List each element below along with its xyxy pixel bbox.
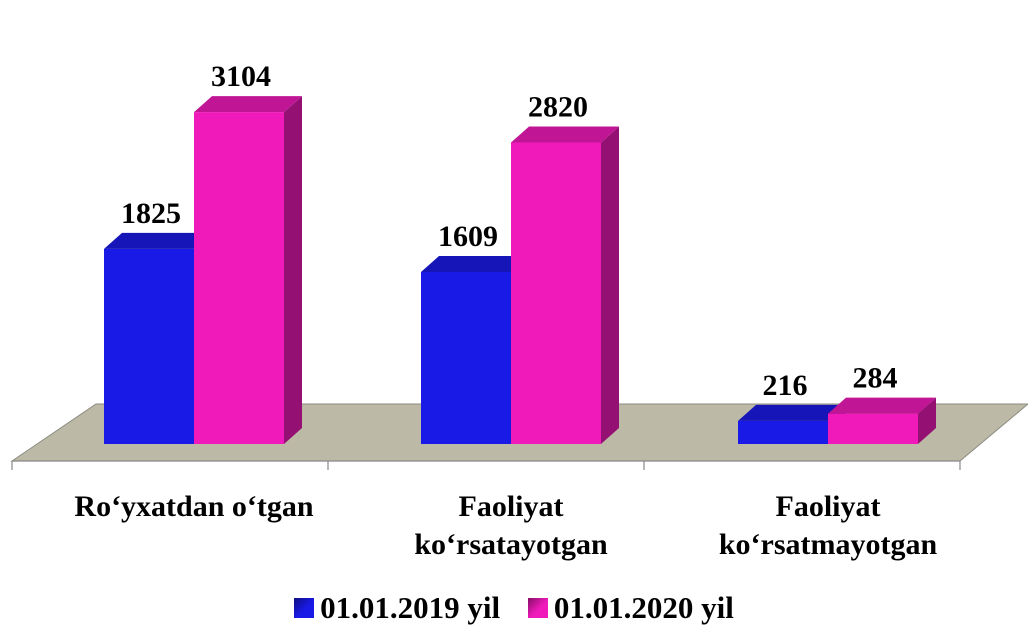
category-labels: Ro‘yxatdan o‘tgan Faoliyat ko‘rsatayotgan F… (74, 490, 937, 561)
category-label: ko‘rsatmayotgan (719, 528, 938, 561)
legend-item-2019: 01.01.2019 yil (294, 590, 500, 626)
data-label: 3104 (211, 60, 271, 93)
data-labels: 1825 3104 1609 2820 216 284 (121, 60, 898, 402)
bar-front (421, 271, 511, 444)
bar-side (918, 397, 936, 444)
bar (194, 96, 302, 444)
bar-side (601, 126, 619, 445)
category-label: ko‘rsatayotgan (414, 528, 608, 561)
legend-label-2019: 01.01.2019 yil (320, 590, 501, 625)
data-label: 1825 (121, 197, 181, 230)
category-label: Faoliyat (776, 490, 881, 523)
x-axis (11, 460, 961, 470)
category-label: Ro‘yxatdan o‘tgan (74, 490, 313, 523)
bar-side (284, 96, 302, 444)
bar-top (828, 397, 936, 414)
bar-top (511, 126, 619, 143)
legend-item-2020: 01.01.2020 yil (527, 590, 734, 626)
bar-front (104, 248, 194, 444)
data-label: 2820 (528, 91, 588, 124)
bar-front (194, 112, 284, 444)
bar-top (421, 255, 529, 272)
bar (738, 404, 846, 444)
bar-top (104, 232, 212, 249)
bar-front (511, 142, 601, 445)
data-label: 284 (853, 362, 898, 395)
data-label: 1609 (438, 220, 498, 253)
bar-front (828, 413, 918, 444)
data-label: 216 (763, 369, 808, 402)
bar-top (194, 96, 302, 113)
bar (828, 397, 936, 444)
category-label: Faoliyat (459, 490, 564, 523)
legend: 01.01.2019 yil 01.01.2020 yil (0, 590, 1028, 626)
bar-front (738, 420, 828, 444)
bars (104, 96, 936, 445)
bar-top (738, 404, 846, 421)
bar (511, 126, 619, 445)
legend-label-2020: 01.01.2020 yil (553, 590, 734, 625)
legend-swatch-2019 (294, 598, 315, 618)
legend-swatch-2020 (527, 598, 548, 618)
